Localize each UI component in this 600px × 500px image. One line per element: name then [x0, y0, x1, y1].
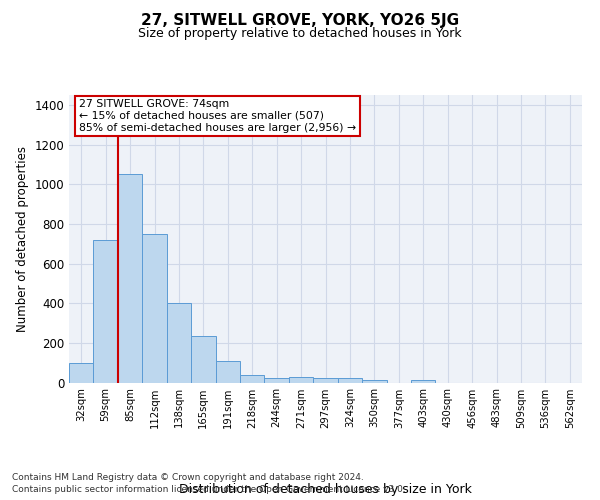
Text: 27 SITWELL GROVE: 74sqm
← 15% of detached houses are smaller (507)
85% of semi-d: 27 SITWELL GROVE: 74sqm ← 15% of detache…	[79, 100, 356, 132]
Text: Contains public sector information licensed under the Open Government Licence v3: Contains public sector information licen…	[12, 485, 406, 494]
Bar	[69, 362, 94, 382]
Bar	[191, 336, 215, 382]
Bar	[118, 174, 142, 382]
Bar	[240, 374, 265, 382]
Text: Contains HM Land Registry data © Crown copyright and database right 2024.: Contains HM Land Registry data © Crown c…	[12, 472, 364, 482]
Bar	[313, 378, 338, 382]
Y-axis label: Number of detached properties: Number of detached properties	[16, 146, 29, 332]
X-axis label: Distribution of detached houses by size in York: Distribution of detached houses by size …	[179, 484, 472, 496]
Bar	[338, 378, 362, 382]
Bar	[289, 377, 313, 382]
Text: 27, SITWELL GROVE, YORK, YO26 5JG: 27, SITWELL GROVE, YORK, YO26 5JG	[141, 12, 459, 28]
Bar	[142, 234, 167, 382]
Bar	[362, 380, 386, 382]
Bar	[215, 360, 240, 382]
Bar	[94, 240, 118, 382]
Bar	[167, 303, 191, 382]
Bar	[265, 378, 289, 382]
Bar	[411, 380, 436, 382]
Text: Size of property relative to detached houses in York: Size of property relative to detached ho…	[138, 28, 462, 40]
